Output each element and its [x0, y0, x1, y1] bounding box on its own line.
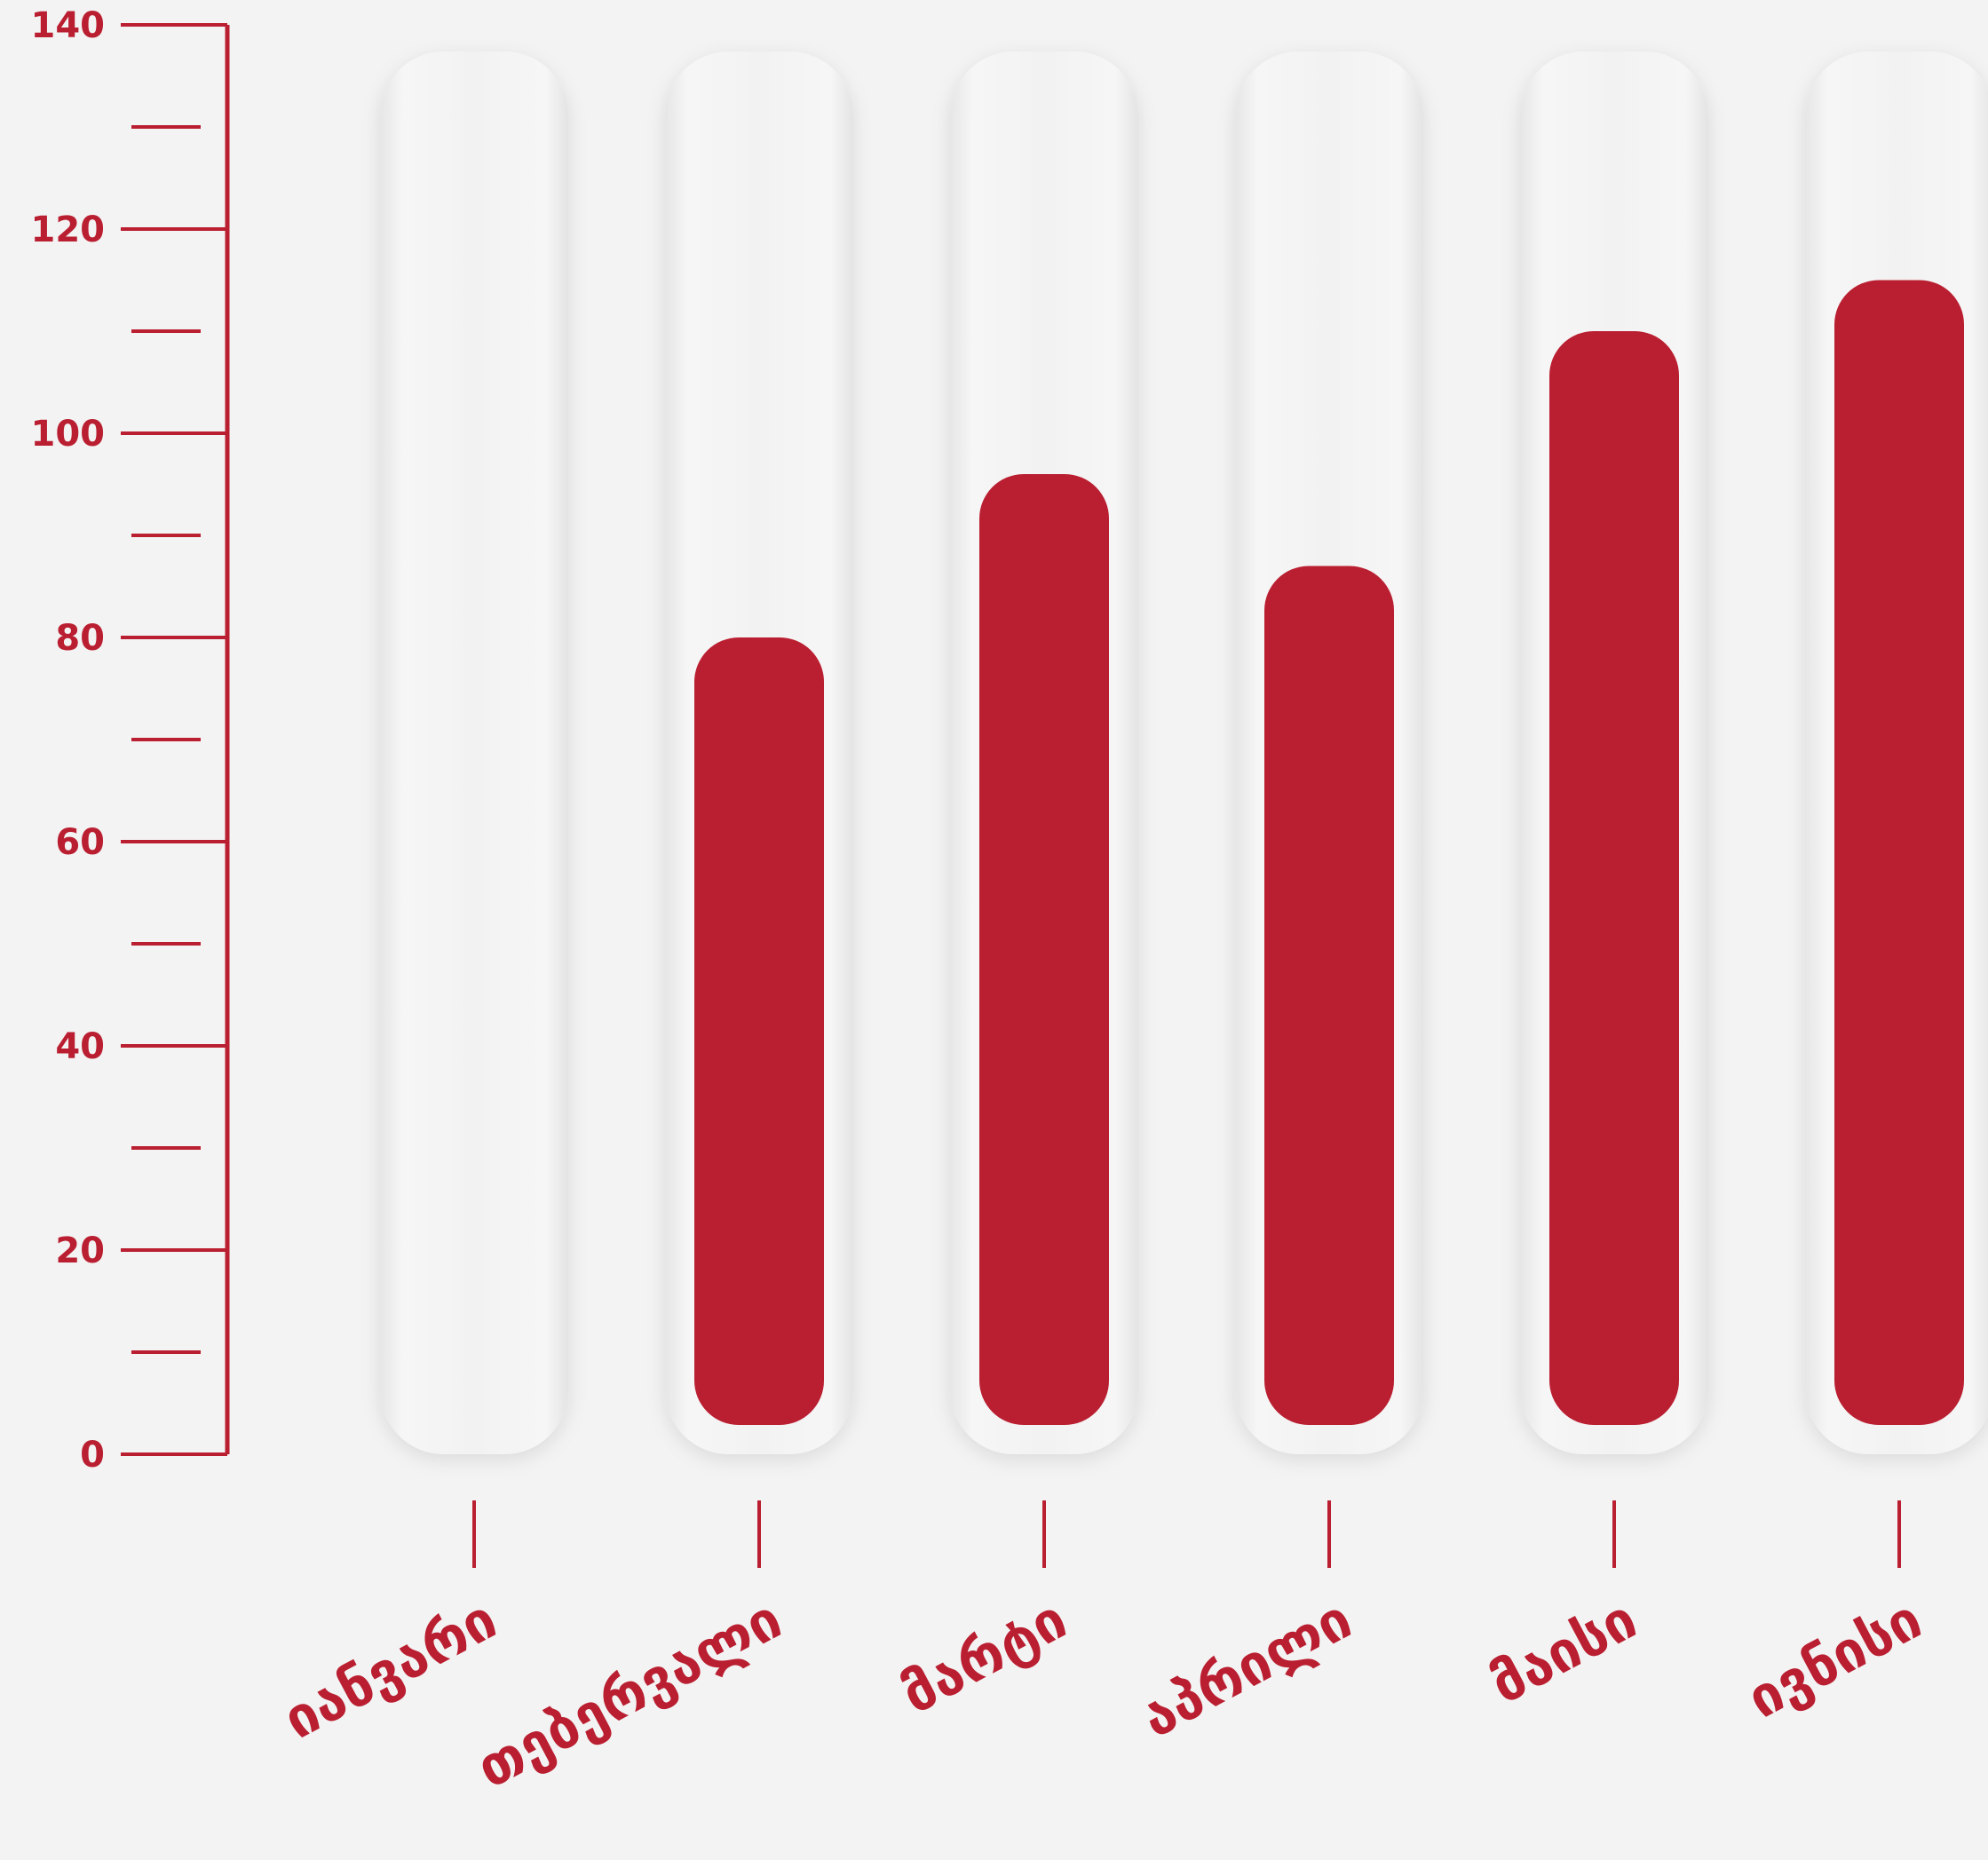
y-tick-label: 0 [80, 1435, 105, 1476]
bar-fill [1834, 280, 1964, 1425]
y-tick-label: 20 [55, 1231, 105, 1271]
bar-track [380, 51, 568, 1454]
y-tick-label: 60 [55, 822, 105, 863]
y-tick-label: 80 [55, 618, 105, 659]
y-axis: 0 20 40 60 80 100 120 140 [31, 5, 230, 1476]
y-tick-label: 140 [31, 5, 106, 46]
y-tick-label: 40 [55, 1026, 105, 1067]
bar-fill [979, 474, 1109, 1425]
bar-fill [1549, 331, 1679, 1425]
y-tick-label: 120 [31, 210, 106, 250]
bars [380, 51, 1988, 1454]
bar-fill [694, 637, 824, 1425]
bar-fill [1264, 566, 1394, 1425]
y-tick-label: 100 [31, 414, 106, 455]
